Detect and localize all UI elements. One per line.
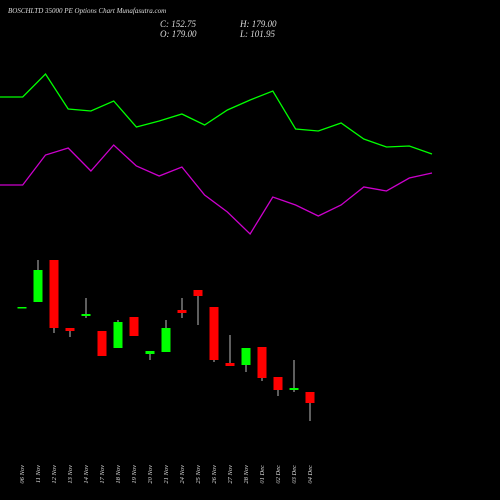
candle-body <box>65 328 75 331</box>
x-tick-label: 06 Nov <box>19 465 26 484</box>
x-tick-label: 25 Nov <box>195 465 202 484</box>
candle-body <box>33 270 43 302</box>
x-tick-label: 01 Dec <box>259 465 266 484</box>
candle-body <box>209 307 219 360</box>
x-tick-label: 03 Dec <box>291 465 298 484</box>
candle-body <box>129 317 139 336</box>
x-tick-label: 12 Nov <box>51 465 58 484</box>
x-tick-label: 27 Nov <box>227 465 234 484</box>
candle-body <box>289 388 299 390</box>
candle-body <box>97 331 107 356</box>
x-tick-label: 19 Nov <box>131 465 138 484</box>
x-tick-label: 13 Nov <box>67 465 74 484</box>
candle-body <box>225 363 235 366</box>
candle-body <box>49 260 59 328</box>
x-tick-label: 26 Nov <box>211 465 218 484</box>
candle-body <box>305 392 315 403</box>
x-tick-label: 17 Nov <box>99 465 106 484</box>
candle-body <box>241 348 251 365</box>
candle-body <box>81 314 91 316</box>
candle-body <box>273 377 283 390</box>
candle-body <box>17 307 27 309</box>
x-tick-label: 11 Nov <box>35 465 42 483</box>
x-tick-label: 24 Nov <box>179 465 186 484</box>
x-tick-label: 14 Nov <box>83 465 90 484</box>
candle-body <box>161 328 171 352</box>
candle-body <box>177 310 187 313</box>
x-tick-label: 02 Dec <box>275 465 282 484</box>
stat-low: L: 101.95 <box>239 29 276 39</box>
x-tick-label: 21 Nov <box>163 465 170 484</box>
stat-high: H: 179.00 <box>239 19 277 29</box>
x-tick-label: 04 Dec <box>307 465 314 484</box>
x-tick-label: 20 Nov <box>147 465 154 484</box>
indicator-line <box>0 72 433 155</box>
indicator-line <box>0 144 433 236</box>
candle-body <box>257 347 267 378</box>
candle-body <box>145 351 155 354</box>
chart-title: BOSCHLTD 35000 PE Options Chart Munafasu… <box>8 7 166 15</box>
candle-body <box>113 322 123 348</box>
stat-open: O: 179.00 <box>160 29 197 39</box>
candle-body <box>193 290 203 296</box>
x-tick-label: 28 Nov <box>243 465 250 484</box>
stat-close: C: 152.75 <box>160 19 197 29</box>
x-tick-label: 18 Nov <box>115 465 122 484</box>
